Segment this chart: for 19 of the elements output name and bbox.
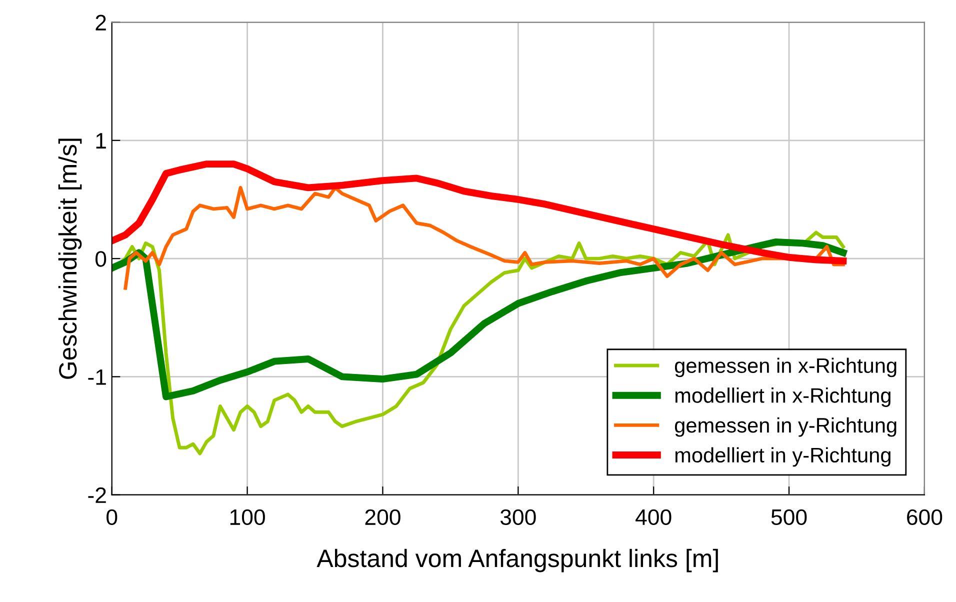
x-tick-label: 600 [907, 509, 942, 526]
x-tick-label: 0 [106, 509, 118, 526]
x-tick-label: 100 [230, 509, 265, 526]
line-series [124, 186, 845, 290]
x-tick-label: 400 [636, 509, 672, 526]
legend-label: gemessen in y-Richtung [674, 417, 896, 437]
x-tick-label: 200 [365, 509, 400, 526]
y-axis-title: Geschwindigkeit [m/s] [58, 138, 82, 379]
y-tick-label: -2 [88, 487, 106, 503]
x-tick-label: 300 [500, 509, 536, 526]
legend-label: modelliert in x-Richtung [675, 388, 890, 407]
legend-label: gemessen in x-Richtung [674, 358, 896, 378]
y-tick-label: 1 [96, 133, 106, 148]
y-tick-label: -1 [88, 369, 106, 385]
legend-label: modelliert in y-Richtung [675, 447, 890, 467]
x-tick-label: 500 [771, 509, 807, 526]
x-axis-title: Abstand vom Anfangspunkt links [m] [316, 548, 718, 572]
y-tick-label: 2 [96, 14, 106, 30]
y-tick-label: 0 [96, 251, 106, 267]
